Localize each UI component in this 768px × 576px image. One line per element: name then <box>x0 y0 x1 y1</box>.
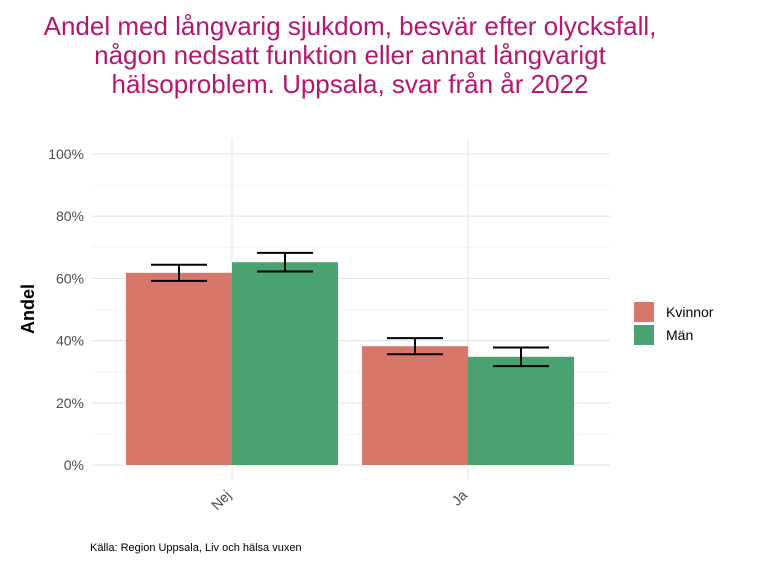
error-bar <box>387 337 443 356</box>
y-tick-label: 20% <box>56 395 84 411</box>
y-tick-labels: 0% 20% 40% 60% 80% 100% <box>48 146 84 473</box>
legend-item-man: Män <box>634 323 713 346</box>
x-tick-labels: Nej Ja <box>208 487 470 513</box>
legend: Kvinnor Män <box>634 300 713 346</box>
y-tick-label: 100% <box>48 146 84 162</box>
error-bar <box>257 251 313 273</box>
y-tick-label: 40% <box>56 333 84 349</box>
source-note: Källa: Region Uppsala, Liv och hälsa vux… <box>90 542 302 554</box>
y-tick-label: 60% <box>56 270 84 286</box>
legend-item-kvinnor: Kvinnor <box>634 300 713 323</box>
error-bar <box>493 346 549 368</box>
bars <box>126 262 574 465</box>
y-tick-label: 80% <box>56 208 84 224</box>
x-tick-label: Nej <box>208 487 234 513</box>
bar-nej-kvinnor <box>126 272 232 465</box>
error-bars <box>151 251 549 368</box>
chart-title: Andel med långvarig sjukdom, besvär efte… <box>43 11 657 99</box>
legend-swatch-kvinnor <box>634 301 654 322</box>
bar-ja-man <box>468 356 574 465</box>
x-tick-label: Ja <box>448 487 470 509</box>
legend-label-kvinnor: Kvinnor <box>666 303 714 320</box>
legend-label-man: Män <box>666 326 694 343</box>
bar-nej-man <box>232 262 338 465</box>
y-axis-label: Andel <box>18 284 38 334</box>
y-tick-label: 0% <box>64 457 84 473</box>
legend-swatch-man <box>634 324 654 345</box>
error-bar <box>151 263 207 282</box>
bar-ja-kvinnor <box>362 346 468 465</box>
